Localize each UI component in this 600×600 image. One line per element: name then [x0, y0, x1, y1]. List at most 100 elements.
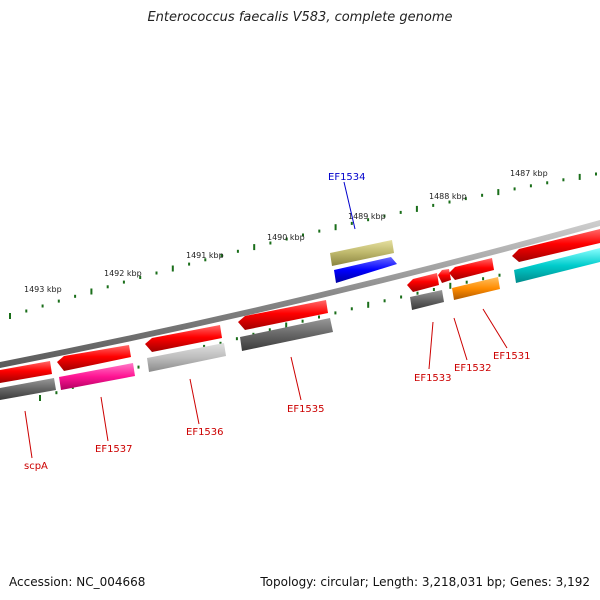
scale-minor-tick [285, 237, 288, 241]
scale-minor-tick [139, 276, 142, 279]
scale-minor-tick [236, 249, 239, 253]
gene-gray-scpa[interactable] [0, 378, 56, 400]
callout-ef1532 [453, 317, 468, 361]
scale-minor-tick [416, 291, 419, 295]
gene-blue[interactable] [334, 257, 397, 283]
scale-minor-tick [367, 218, 370, 222]
scale-minor-tick [350, 221, 353, 225]
gene-red-ef1537[interactable] [57, 345, 131, 371]
scale-major-tick [334, 224, 337, 231]
accession-text: Accession: NC_004668 [9, 575, 146, 589]
scale-minor-tick [400, 295, 403, 299]
scale-major-tick [90, 288, 93, 295]
scale-minor-tick [41, 304, 44, 308]
gene-red-ef1531[interactable] [449, 258, 494, 280]
scale-minor-tick [432, 203, 435, 207]
gene-red-ef1532[interactable] [438, 269, 451, 283]
gene-red-ef1535[interactable] [238, 300, 328, 330]
scale-minor-tick [318, 315, 320, 319]
scale-minor-tick [219, 341, 222, 345]
scale-major-tick [449, 282, 452, 289]
scale-minor-tick [188, 262, 191, 266]
scale-minor-tick [204, 258, 207, 262]
gene-red-far-right[interactable] [512, 229, 600, 262]
scale-label-1487: 1487 kbp [510, 169, 548, 178]
scale-minor-tick [529, 184, 532, 188]
callout-ef1533 [428, 321, 434, 370]
gene-red-ef1536[interactable] [145, 325, 222, 352]
gene-pink-ef1537[interactable] [59, 363, 135, 390]
callout-ef1535 [290, 356, 302, 401]
gene-gray-ef1535[interactable] [240, 318, 333, 351]
gene-cyan-far-right[interactable] [514, 248, 600, 283]
scale-minor-tick [268, 328, 271, 332]
scale-minor-tick [57, 299, 60, 303]
gene-red-scpa[interactable] [0, 361, 52, 383]
scale-minor-tick [220, 254, 223, 257]
scale-minor-tick [432, 288, 435, 291]
gene-label-ef1532[interactable]: EF1532 [454, 363, 492, 374]
scale-minor-tick [383, 299, 386, 303]
scale-minor-tick [269, 241, 272, 245]
scale-minor-tick [25, 309, 28, 313]
callout-ef1534 [343, 181, 356, 230]
scale-major-tick [367, 301, 370, 308]
map-title: Enterococcus faecalis V583, complete gen… [147, 10, 453, 25]
genome-backbone [0, 220, 600, 368]
gene-label-ef1537[interactable]: EF1537 [95, 444, 133, 455]
gene-labels: scpA EF1537 EF1536 EF1535 EF1534 EF1533 … [24, 172, 531, 472]
scale-major-tick [171, 265, 174, 272]
scale-label-1493: 1493 kbp [24, 285, 62, 294]
scale-minor-tick [350, 307, 353, 311]
scale-minor-tick [334, 311, 337, 315]
gene-orange-ef1531[interactable] [452, 277, 500, 300]
gene-red-ef1533[interactable] [407, 273, 439, 292]
scale-minor-tick [301, 319, 304, 323]
scale-minor-tick [448, 200, 451, 204]
scale-major-tick [497, 189, 500, 196]
scale-labels: 1493 kbp 1492 kbp 1491 kbp 1490 kbp 1489… [24, 169, 548, 294]
gene-olive[interactable] [330, 240, 394, 266]
scale-label-1491: 1491 kbp [186, 251, 224, 260]
scale-minor-tick [513, 187, 516, 191]
scale-major-tick [415, 205, 418, 212]
scale-minor-tick [74, 294, 77, 298]
scale-minor-tick [106, 285, 109, 289]
scale-minor-tick [137, 365, 140, 369]
scale-minor-tick [482, 277, 485, 281]
callout-ef1531 [482, 308, 508, 349]
scale-minor-tick [464, 197, 467, 201]
scale-major-tick [9, 313, 11, 319]
gene-label-scpa[interactable]: scpA [24, 461, 48, 472]
scale-label-1489: 1489 kbp [348, 212, 386, 221]
forward-strand-genes [330, 240, 397, 283]
scale-major-tick [253, 244, 256, 251]
scale-label-1490: 1490 kbp [267, 233, 305, 242]
gene-gray-ef1533[interactable] [410, 290, 444, 310]
gene-label-ef1533[interactable]: EF1533 [414, 373, 452, 384]
scale-minor-tick [55, 391, 58, 395]
scale-label-1492: 1492 kbp [104, 269, 142, 278]
gene-label-ef1534[interactable]: EF1534 [328, 172, 366, 183]
scale-label-1488: 1488 kbp [429, 192, 467, 201]
gene-lightgray-ef1536[interactable] [147, 343, 226, 372]
scale-minor-tick [498, 273, 501, 277]
scale-minor-tick [546, 181, 549, 185]
scale-minor-tick [318, 229, 321, 233]
scale-minor-tick [383, 214, 386, 218]
scale-minor-tick [122, 280, 125, 284]
reverse-strand-genes [0, 229, 600, 400]
scale-major-tick [285, 322, 288, 329]
scale-minor-tick [465, 280, 468, 284]
scale-minor-tick [235, 337, 238, 341]
scale-minor-tick [562, 178, 565, 182]
gene-label-ef1531[interactable]: EF1531 [493, 351, 531, 362]
gene-label-ef1535[interactable]: EF1535 [287, 404, 325, 415]
scale-minor-tick [155, 271, 158, 275]
scale-major-tick [578, 173, 581, 180]
callout-ef1537 [100, 396, 109, 442]
gene-label-ef1536[interactable]: EF1536 [186, 427, 224, 438]
callout-scpa [24, 410, 33, 459]
